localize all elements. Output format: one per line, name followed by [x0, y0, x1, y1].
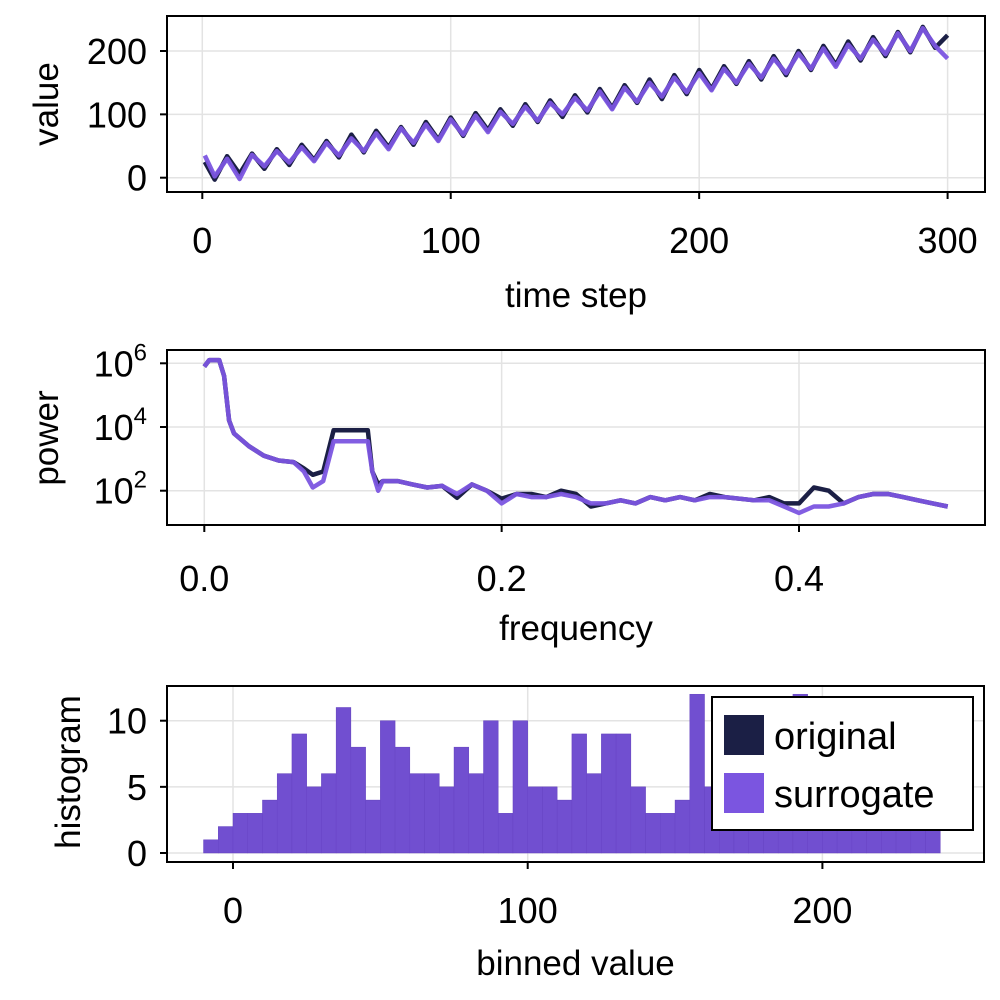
- panel-1: 0 100 200 300 0 100 200 time step value: [27, 15, 986, 315]
- x-axis-label: time step: [505, 276, 647, 315]
- x-tick-label: 200: [792, 890, 852, 931]
- histogram-bar-surrogate: [424, 773, 440, 854]
- histogram-bar-surrogate: [262, 799, 278, 854]
- y-tick-label: 200: [87, 31, 147, 72]
- x-tick-label: 0: [223, 890, 243, 931]
- x-axis-label: binned value: [476, 944, 675, 983]
- histogram-bar-surrogate: [276, 773, 293, 854]
- y-tick-label-base: 10: [94, 407, 134, 448]
- histogram-bar-surrogate: [483, 720, 499, 854]
- y-tick-label-exponent: 6: [134, 339, 147, 366]
- histogram-bar-surrogate: [615, 733, 632, 854]
- histogram-bar-surrogate: [542, 786, 558, 854]
- y-tick-label: 104: [94, 403, 147, 448]
- y-tick-label-exponent: 2: [134, 467, 147, 494]
- legend-swatch-original: [724, 715, 764, 755]
- histogram-bar-surrogate: [527, 786, 543, 854]
- x-axis-label: frequency: [499, 609, 653, 648]
- x-tick-label: 0.0: [179, 558, 229, 599]
- axes-frame: [166, 685, 985, 863]
- y-tick-label: 102: [94, 467, 147, 512]
- y-axis-label: value: [27, 62, 66, 146]
- y-tick-label-base: 10: [94, 471, 134, 512]
- y-tick-label: 100: [87, 94, 147, 135]
- series-line-surrogate: [202, 357, 949, 516]
- x-tick-label: 0.4: [774, 558, 824, 599]
- histogram-bar-surrogate: [586, 773, 602, 854]
- histogram-bar-surrogate: [218, 826, 234, 854]
- series-line-surrogate: [202, 25, 950, 182]
- histogram-bar-surrogate: [380, 720, 396, 854]
- axes-frame: [166, 349, 986, 526]
- histogram-bar-surrogate: [365, 799, 381, 854]
- y-tick-label: 10: [107, 701, 147, 742]
- histogram-bar-surrogate: [468, 773, 484, 854]
- x-tick-label: 200: [669, 220, 729, 261]
- histogram-bar-surrogate: [512, 720, 528, 854]
- histogram-bar-surrogate: [409, 773, 425, 854]
- histogram-bar-surrogate: [394, 746, 411, 854]
- histogram-bar-surrogate: [497, 813, 514, 854]
- histogram-bar-surrogate: [232, 813, 248, 854]
- histogram-bar-surrogate: [335, 707, 352, 854]
- x-tick-label: 300: [918, 220, 978, 261]
- y-axis-label: power: [27, 390, 66, 486]
- histogram-bar-surrogate: [203, 839, 219, 854]
- histogram-bar-surrogate: [571, 733, 587, 854]
- histogram-bar-surrogate: [630, 786, 646, 854]
- x-tick-label: 100: [498, 890, 558, 931]
- x-tick-label: 100: [421, 220, 481, 261]
- histogram-bar-surrogate: [645, 813, 661, 854]
- histogram-bar-surrogate: [689, 693, 705, 854]
- histogram-bar-surrogate: [321, 773, 337, 854]
- legend-label: original: [774, 716, 897, 758]
- histogram-bar-surrogate: [601, 733, 617, 854]
- histogram-bar-surrogate: [291, 733, 307, 854]
- y-tick-label: 0: [127, 158, 147, 199]
- panel-3: 0 100 200 0 5 10 binned value histogram original…: [49, 685, 985, 983]
- x-tick-label: 0.2: [477, 558, 527, 599]
- y-tick-label: 106: [94, 339, 147, 384]
- histogram-bar-surrogate: [660, 813, 676, 854]
- y-tick-label: 5: [127, 767, 147, 808]
- legend-swatch-surrogate: [724, 773, 764, 813]
- histogram-bar-surrogate: [350, 746, 366, 854]
- y-axis-label: histogram: [49, 695, 88, 849]
- histogram-bar-surrogate: [306, 786, 322, 854]
- plot-area: [202, 357, 949, 516]
- y-tick-label-base: 10: [94, 343, 134, 384]
- legend-label: surrogate: [774, 774, 935, 816]
- histogram-bar-surrogate: [247, 813, 263, 854]
- x-tick-label: 0: [192, 220, 212, 261]
- histogram-bar-surrogate: [556, 799, 573, 854]
- histogram-bar-surrogate: [439, 786, 455, 854]
- axes-frame: [166, 15, 986, 193]
- histogram-bar-surrogate: [453, 746, 470, 854]
- legend: original surrogate: [711, 696, 974, 831]
- y-tick-label: 0: [127, 833, 147, 874]
- histogram-bar-surrogate: [674, 799, 691, 854]
- y-tick-label-exponent: 4: [134, 403, 147, 430]
- plot-area: [202, 24, 950, 182]
